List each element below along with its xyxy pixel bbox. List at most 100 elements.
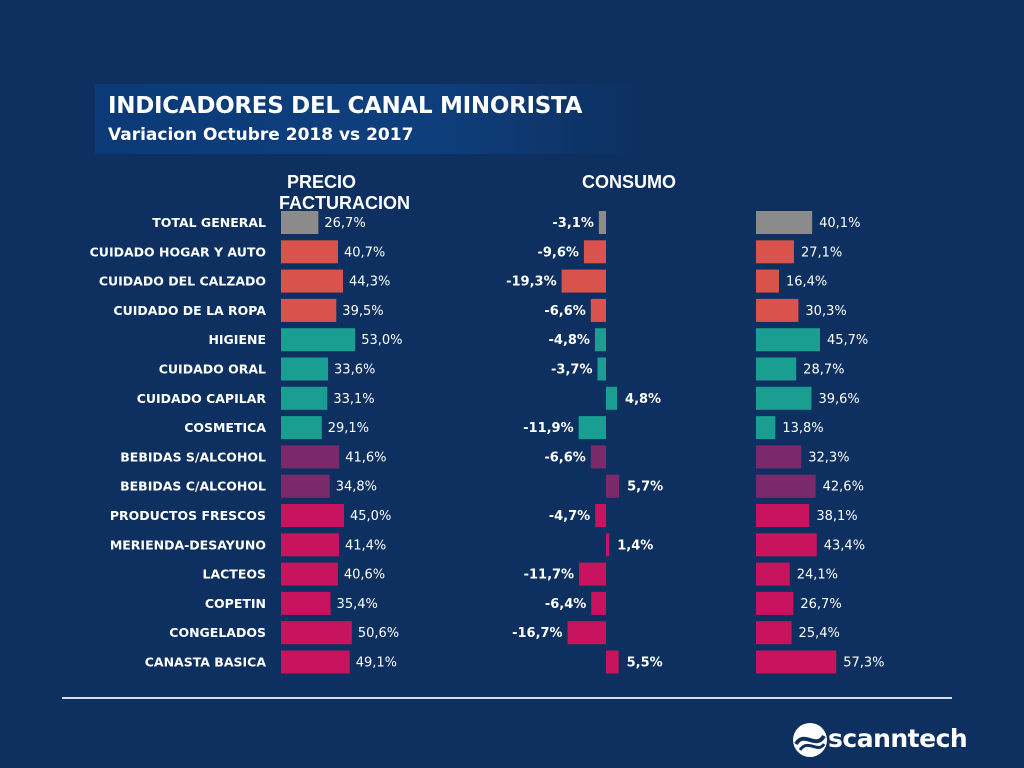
consumo-bar (606, 386, 618, 410)
precio-value-label: 45,0% (350, 509, 391, 524)
scanntech-logo-icon (793, 723, 827, 757)
precio-bar (281, 504, 344, 527)
third-series-value-label: 39,6% (818, 392, 859, 407)
third-series-value-label: 38,1% (816, 509, 857, 524)
precio-bar (281, 328, 356, 352)
precio-bar (281, 591, 331, 615)
precio-value-label: 33,1% (333, 392, 374, 407)
consumo-value-label: -4,7% (549, 509, 590, 524)
category-label: BEBIDAS S/ALCOHOL (120, 449, 266, 464)
third-series-value-label: 42,6% (823, 480, 864, 495)
consumo-value-label: 1,4% (617, 538, 653, 553)
category-label: PRODUCTOS FRESCOS (110, 508, 266, 523)
precio-value-label: 53,0% (361, 333, 402, 348)
third-series-bar (756, 298, 799, 322)
third-series-bar (756, 445, 802, 469)
category-label: HIGIENE (208, 332, 266, 347)
third-series-value-label: 43,4% (824, 538, 865, 553)
category-label: CONGELADOS (169, 625, 266, 640)
third-series-bar (756, 357, 797, 381)
third-series-value-label: 26,7% (800, 597, 841, 612)
column-header-precio-line2: FACTURACION (279, 193, 410, 213)
consumo-bar (591, 591, 606, 615)
category-label: TOTAL GENERAL (152, 215, 266, 230)
category-label: CUIDADO HOGAR Y AUTO (90, 244, 266, 259)
category-label: CUIDADO ORAL (159, 362, 266, 377)
category-label: COPETIN (205, 596, 266, 611)
third-series-bar (756, 386, 812, 410)
consumo-value-label: -3,1% (552, 216, 593, 231)
category-label: CANASTA BASICA (145, 655, 267, 670)
precio-value-label: 34,8% (336, 480, 377, 495)
consumo-bar (578, 416, 606, 440)
consumo-value-label: -9,6% (537, 245, 578, 260)
consumo-value-label: -6,6% (544, 450, 585, 465)
category-label: MERIENDA-DESAYUNO (110, 537, 266, 552)
third-series-value-label: 16,4% (786, 275, 827, 290)
column-header-precio: PRECIO FACTURACION (279, 172, 410, 214)
third-series-value-label: 27,1% (801, 245, 842, 260)
precio-bar (281, 211, 319, 234)
category-label: CUIDADO DEL CALZADO (99, 274, 266, 289)
third-series-bar (756, 533, 817, 557)
third-series-bar (756, 650, 837, 674)
consumo-value-label: -19,3% (506, 275, 557, 290)
consumo-bar (606, 533, 610, 557)
category-label: CUIDADO CAPILAR (137, 391, 267, 406)
third-series-value-label: 32,3% (808, 450, 849, 465)
precio-bar (281, 298, 337, 322)
consumo-value-label: -11,9% (523, 421, 574, 436)
category-label: BEBIDAS C/ALCOHOL (120, 479, 266, 494)
precio-value-label: 29,1% (328, 421, 369, 436)
third-series-value-label: 25,4% (799, 626, 840, 641)
title-band (95, 84, 640, 154)
consumo-bar (590, 445, 606, 469)
precio-value-label: 33,6% (334, 363, 375, 378)
consumo-bar (598, 211, 606, 234)
third-series-bar (756, 416, 776, 440)
third-series-bar (756, 211, 813, 234)
category-label: COSMETICA (184, 420, 266, 435)
precio-value-label: 40,7% (344, 245, 385, 260)
third-series-bar (756, 328, 820, 352)
consumo-bar (579, 562, 606, 586)
precio-bar (281, 240, 338, 264)
consumo-bar (606, 650, 619, 674)
consumo-value-label: -4,8% (549, 333, 590, 348)
consumo-value-label: -16,7% (512, 626, 563, 641)
consumo-value-label: -6,4% (545, 597, 586, 612)
consumo-value-label: -3,7% (551, 363, 592, 378)
consumo-value-label: -11,7% (524, 568, 575, 583)
consumo-bar (590, 298, 606, 322)
consumo-bar (606, 474, 620, 498)
footer-divider (62, 697, 952, 699)
precio-value-label: 49,1% (356, 656, 397, 671)
consumo-bar (561, 269, 606, 293)
precio-bar (281, 386, 328, 410)
precio-value-label: 50,6% (358, 626, 399, 641)
precio-value-label: 35,4% (337, 597, 378, 612)
page-title: INDICADORES DEL CANAL MINORISTA (108, 93, 583, 119)
third-series-value-label: 45,7% (827, 333, 868, 348)
precio-value-label: 39,5% (342, 304, 383, 319)
category-label: LACTEOS (202, 567, 266, 582)
precio-bar (281, 562, 338, 586)
consumo-value-label: 4,8% (625, 392, 661, 407)
consumo-bar (595, 504, 606, 527)
precio-bar (281, 357, 329, 381)
category-label: CUIDADO DE LA ROPA (113, 303, 266, 318)
column-header-consumo: CONSUMO (582, 172, 676, 192)
third-series-value-label: 24,1% (797, 568, 838, 583)
precio-value-label: 26,7% (324, 216, 365, 231)
precio-bar (281, 269, 344, 293)
precio-value-label: 44,3% (349, 275, 390, 290)
third-series-value-label: 30,3% (805, 304, 846, 319)
third-series-bar (756, 240, 794, 264)
third-series-bar (756, 269, 779, 293)
page-subtitle: Variacion Octubre 2018 vs 2017 (108, 125, 414, 145)
precio-bar (281, 416, 322, 440)
consumo-value-label: 5,7% (627, 480, 663, 495)
third-series-bar (756, 621, 792, 645)
third-series-bar (756, 562, 790, 586)
